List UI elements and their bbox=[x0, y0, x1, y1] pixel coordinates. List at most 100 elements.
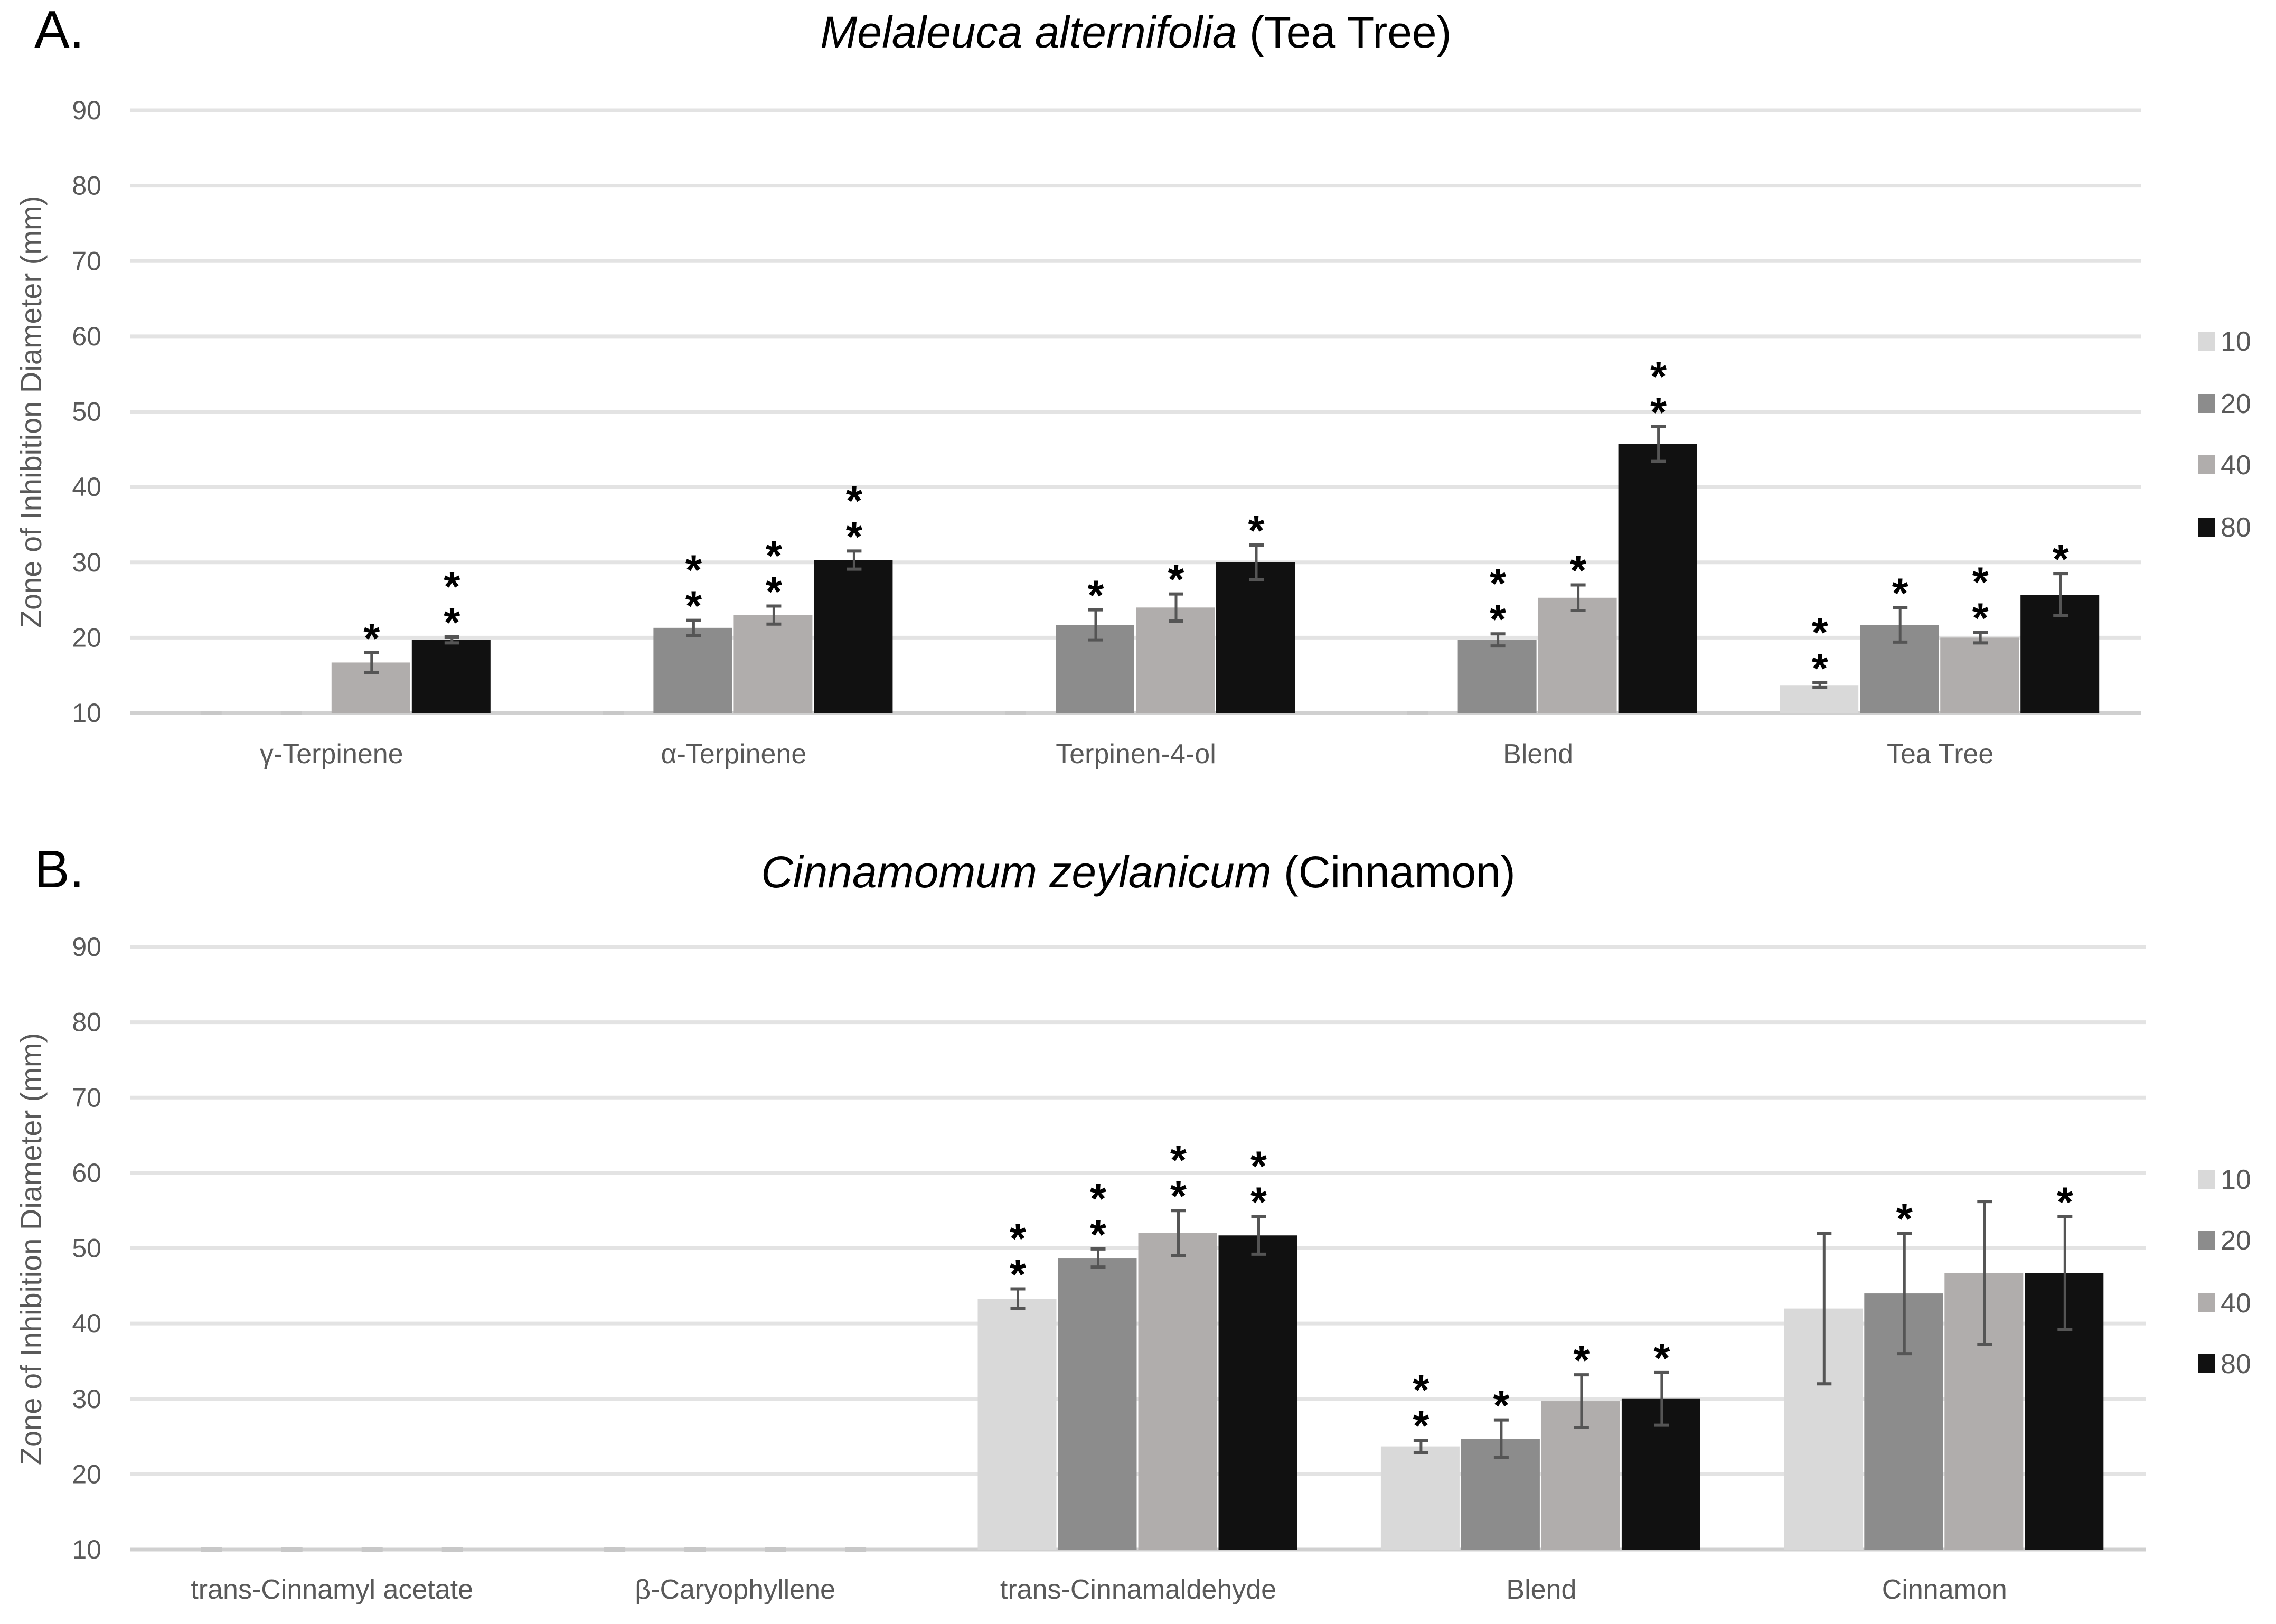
y-tick-label: 90 bbox=[72, 932, 101, 962]
legend-swatch bbox=[2198, 1293, 2215, 1312]
bar bbox=[1780, 685, 1859, 713]
significance-star: * bbox=[1090, 1175, 1107, 1222]
legend-label: 10 bbox=[2221, 326, 2251, 357]
y-tick-label: 70 bbox=[72, 246, 101, 276]
x-category-label: γ-Terpinene bbox=[260, 739, 403, 769]
significance-star: * bbox=[766, 568, 783, 615]
significance-star: * bbox=[1653, 1335, 1670, 1382]
x-category-label: β-Caryophyllene bbox=[635, 1574, 835, 1605]
significance-star: * bbox=[1413, 1402, 1429, 1449]
y-tick-label: 80 bbox=[72, 171, 101, 201]
bar-baseline-marker bbox=[845, 1547, 867, 1552]
legend-swatch bbox=[2198, 1231, 2215, 1250]
chart-title-italic: Cinnamomum zeylanicum bbox=[761, 847, 1271, 897]
significance-star: * bbox=[766, 532, 783, 579]
significance-star: * bbox=[1892, 569, 1909, 616]
legend-swatch bbox=[2198, 518, 2215, 537]
bar-baseline-marker bbox=[201, 1547, 222, 1552]
significance-star: * bbox=[2057, 1179, 2074, 1226]
significance-star: * bbox=[1413, 1366, 1429, 1413]
y-tick-label: 30 bbox=[72, 1384, 101, 1414]
y-tick-label: 10 bbox=[72, 1535, 101, 1564]
x-category-label: Blend bbox=[1503, 739, 1573, 769]
significance-star: * bbox=[363, 615, 380, 662]
bar bbox=[1216, 562, 1295, 713]
bar bbox=[1058, 1258, 1137, 1550]
x-category-label: trans-Cinnamaldehyde bbox=[1000, 1574, 1276, 1605]
bar bbox=[653, 627, 732, 713]
legend-swatch bbox=[2198, 1354, 2215, 1373]
y-tick-label: 80 bbox=[72, 1008, 101, 1037]
legend-label: 80 bbox=[2221, 1349, 2251, 1379]
significance-star: * bbox=[1010, 1251, 1027, 1298]
y-tick-label: 60 bbox=[72, 1158, 101, 1188]
legend-swatch bbox=[2198, 332, 2215, 351]
significance-star: * bbox=[1573, 1337, 1590, 1384]
panel-label: A. bbox=[34, 0, 84, 59]
legend-label: 10 bbox=[2221, 1165, 2251, 1195]
significance-star: * bbox=[685, 583, 702, 630]
x-category-label: Cinnamon bbox=[1882, 1574, 2007, 1605]
x-category-label: α-Terpinene bbox=[661, 739, 807, 769]
significance-star: * bbox=[444, 599, 460, 646]
legend-label: 80 bbox=[2221, 512, 2251, 543]
significance-star: * bbox=[1010, 1215, 1027, 1262]
significance-star: * bbox=[1896, 1195, 1913, 1242]
chart-panel-a: A. Melaleuca alternifolia (Tea Tree) 10 20 3… bbox=[14, 0, 2251, 769]
chart-title-italic: Melaleuca alternifolia bbox=[820, 7, 1237, 57]
y-tick-label: 60 bbox=[72, 322, 101, 351]
significance-star: * bbox=[1087, 572, 1104, 619]
bar-baseline-marker bbox=[361, 1547, 383, 1552]
x-category-label: Terpinen-4-ol bbox=[1056, 739, 1216, 769]
bar-baseline-marker bbox=[1407, 711, 1428, 715]
bar bbox=[1218, 1235, 1297, 1550]
panel-label: B. bbox=[34, 840, 84, 899]
y-axis-title: Zone of Inhibition Diameter (mm) bbox=[14, 1033, 48, 1466]
x-category-label: Tea Tree bbox=[1887, 739, 1993, 769]
significance-star: * bbox=[1170, 1137, 1187, 1184]
y-tick-label: 20 bbox=[72, 1459, 101, 1489]
legend-swatch bbox=[2198, 1170, 2215, 1189]
x-category-label: trans-Cinnamyl acetate bbox=[191, 1574, 473, 1605]
significance-star: * bbox=[444, 563, 460, 610]
chart-title: Cinnamomum zeylanicum (Cinnamon) bbox=[761, 847, 1516, 897]
bar-baseline-marker bbox=[604, 1547, 626, 1552]
significance-star: * bbox=[1250, 1179, 1267, 1226]
bar bbox=[1138, 1233, 1217, 1550]
significance-star: * bbox=[1490, 596, 1507, 643]
significance-star: * bbox=[2053, 536, 2070, 583]
legend-label: 20 bbox=[2221, 1225, 2251, 1256]
bar bbox=[1538, 597, 1617, 713]
y-tick-label: 90 bbox=[72, 96, 101, 125]
significance-star: * bbox=[1650, 389, 1667, 436]
y-tick-label: 50 bbox=[72, 1234, 101, 1263]
y-tick-label: 10 bbox=[72, 698, 101, 728]
significance-star: * bbox=[1493, 1382, 1510, 1429]
legend-swatch bbox=[2198, 455, 2215, 474]
significance-star: * bbox=[1812, 645, 1829, 692]
significance-star: * bbox=[1170, 1172, 1187, 1219]
y-tick-label: 40 bbox=[72, 472, 101, 502]
significance-star: * bbox=[1250, 1143, 1267, 1190]
bar bbox=[1136, 607, 1215, 713]
bar bbox=[1457, 640, 1537, 713]
y-tick-label: 20 bbox=[72, 623, 101, 652]
legend-swatch bbox=[2198, 394, 2215, 413]
bar bbox=[977, 1299, 1057, 1550]
chart-panel-b: B. Cinnamomum zeylanicum (Cinnamon) 10 20 30… bbox=[14, 840, 2251, 1605]
x-category-label: Blend bbox=[1506, 1574, 1576, 1605]
significance-star: * bbox=[1248, 507, 1265, 554]
legend-label: 40 bbox=[2221, 1288, 2251, 1319]
y-tick-label: 70 bbox=[72, 1083, 101, 1112]
bar bbox=[733, 615, 813, 713]
bar bbox=[814, 560, 893, 713]
chart-title-rest: (Tea Tree) bbox=[1237, 7, 1451, 57]
significance-star: * bbox=[1812, 609, 1829, 656]
bar bbox=[1940, 637, 2019, 713]
bar-baseline-marker bbox=[441, 1547, 463, 1552]
legend-label: 20 bbox=[2221, 389, 2251, 419]
y-tick-label: 30 bbox=[72, 548, 101, 577]
significance-star: * bbox=[1972, 558, 1989, 605]
significance-star: * bbox=[685, 547, 702, 594]
